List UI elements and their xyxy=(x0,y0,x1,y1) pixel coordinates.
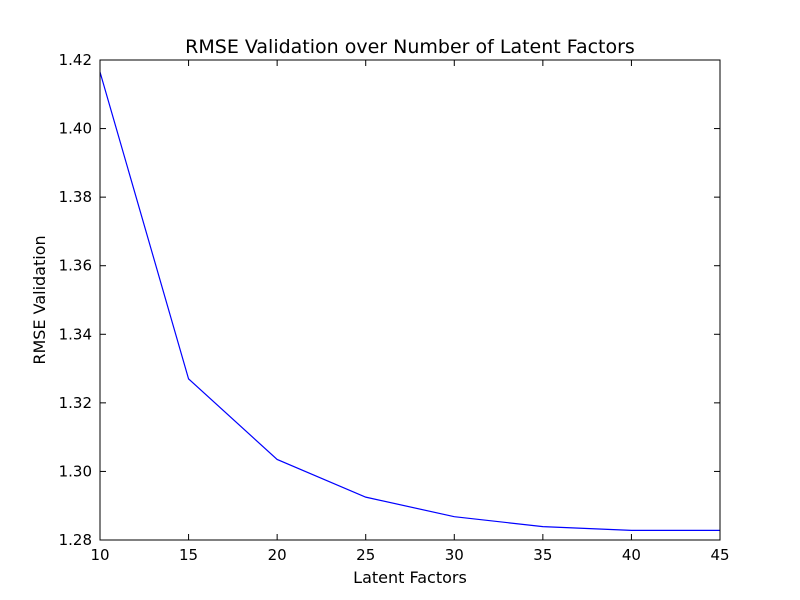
x-axis-label: Latent Factors xyxy=(353,568,467,587)
y-tick-label: 1.40 xyxy=(59,120,92,138)
series-line xyxy=(99,71,720,532)
tick-labels: 10 15 20 25 30 35 40 45 1.28 1.30 1.32 1.34 1.36 1.38… xyxy=(59,51,730,564)
tick-marks xyxy=(99,59,721,541)
x-tick-label: 40 xyxy=(622,546,641,564)
x-tick-label: 10 xyxy=(90,546,109,564)
x-tick-label: 45 xyxy=(710,546,729,564)
x-tick-label: 35 xyxy=(533,546,552,564)
y-tick-label: 1.28 xyxy=(59,531,92,549)
y-tick-label: 1.38 xyxy=(59,188,92,206)
x-tick-label: 25 xyxy=(356,546,375,564)
y-tick-label: 1.34 xyxy=(59,325,92,343)
series-layer xyxy=(99,71,720,532)
y-tick-label: 1.30 xyxy=(59,462,92,480)
y-tick-label: 1.42 xyxy=(59,51,92,69)
x-tick-label: 20 xyxy=(268,546,287,564)
x-tick-label: 30 xyxy=(445,546,464,564)
y-tick-label: 1.32 xyxy=(59,394,92,412)
plot-frame xyxy=(99,59,721,541)
y-tick-label: 1.36 xyxy=(59,257,92,275)
chart-title: RMSE Validation over Number of Latent Fa… xyxy=(185,36,635,58)
y-axis-label: RMSE Validation xyxy=(30,235,49,364)
x-tick-label: 15 xyxy=(179,546,198,564)
